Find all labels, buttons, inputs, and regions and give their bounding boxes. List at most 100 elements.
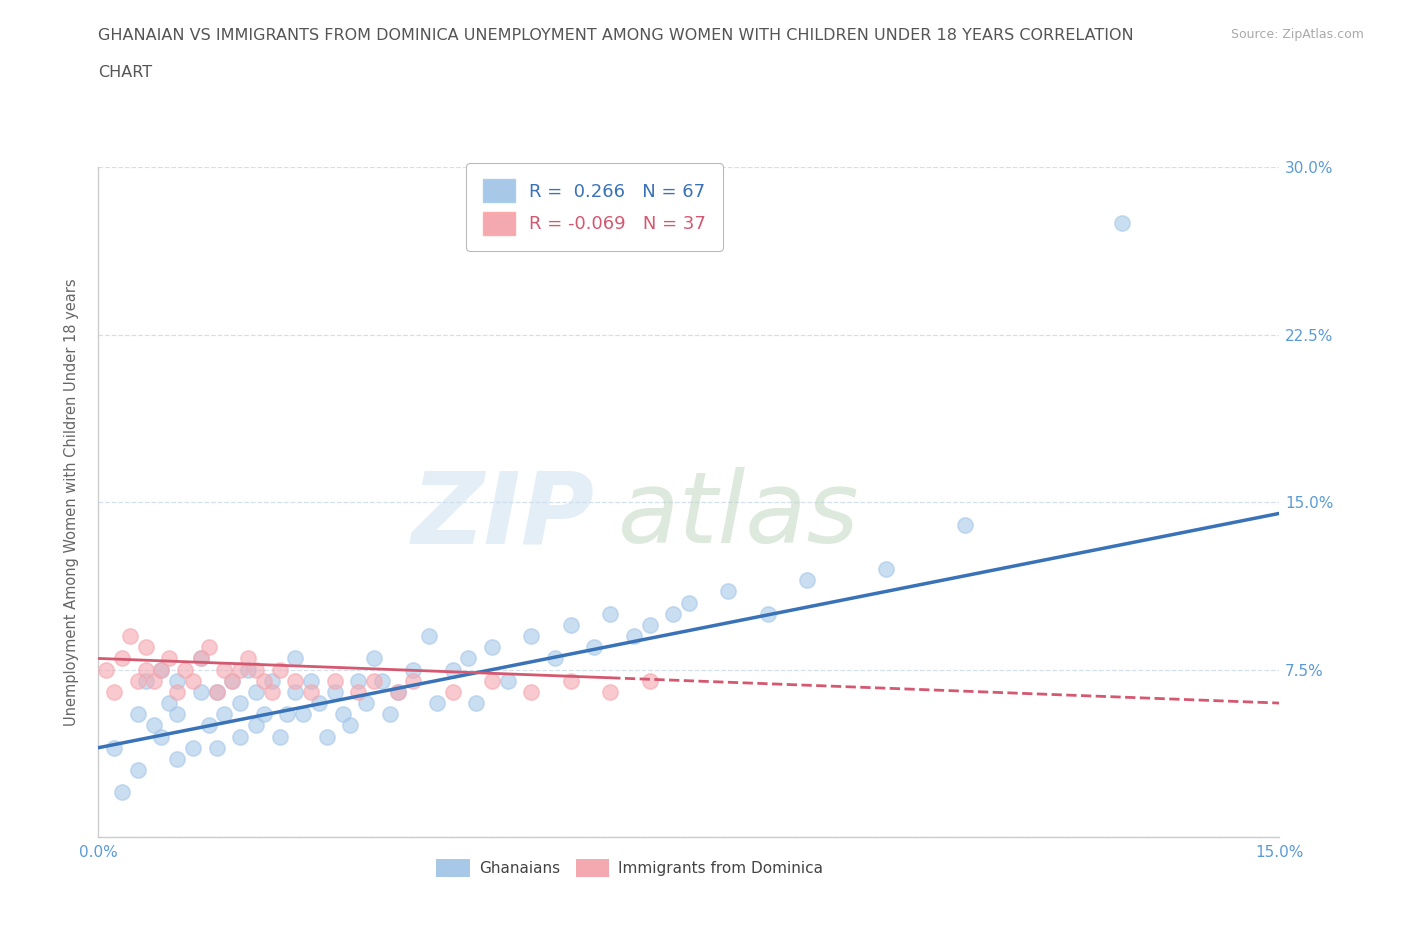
Point <box>221 673 243 688</box>
Point <box>292 707 315 722</box>
Point <box>347 673 370 688</box>
Point <box>190 684 212 699</box>
Point <box>315 729 337 744</box>
Point <box>457 651 479 666</box>
Point <box>253 707 276 722</box>
Point <box>623 629 645 644</box>
Point <box>560 673 582 688</box>
Point <box>481 673 503 688</box>
Point <box>638 673 661 688</box>
Point <box>323 673 346 688</box>
Point <box>284 673 307 688</box>
Point <box>150 662 173 677</box>
Point <box>260 673 283 688</box>
Point <box>166 751 188 766</box>
Point <box>245 718 267 733</box>
Text: GHANAIAN VS IMMIGRANTS FROM DOMINICA UNEMPLOYMENT AMONG WOMEN WITH CHILDREN UNDE: GHANAIAN VS IMMIGRANTS FROM DOMINICA UNE… <box>98 28 1135 43</box>
Point <box>299 673 322 688</box>
Legend: Ghanaians, Immigrants from Dominica: Ghanaians, Immigrants from Dominica <box>430 853 830 883</box>
Text: ZIP: ZIP <box>412 467 595 565</box>
Point <box>260 684 283 699</box>
Point <box>308 696 330 711</box>
Point <box>127 707 149 722</box>
Point <box>299 684 322 699</box>
Point <box>284 684 307 699</box>
Point <box>245 684 267 699</box>
Point <box>229 662 252 677</box>
Point <box>103 740 125 755</box>
Point <box>150 662 173 677</box>
Point <box>354 696 377 711</box>
Point <box>205 684 228 699</box>
Point <box>166 673 188 688</box>
Point <box>363 651 385 666</box>
Point <box>157 696 180 711</box>
Point <box>371 673 394 688</box>
Point <box>127 673 149 688</box>
Point <box>135 662 157 677</box>
Point <box>402 673 425 688</box>
Text: CHART: CHART <box>98 65 152 80</box>
Point <box>441 662 464 677</box>
Point <box>387 684 409 699</box>
Point <box>197 718 219 733</box>
Text: Source: ZipAtlas.com: Source: ZipAtlas.com <box>1230 28 1364 41</box>
Point <box>953 517 976 532</box>
Point <box>339 718 361 733</box>
Point <box>166 707 188 722</box>
Point <box>387 684 409 699</box>
Text: atlas: atlas <box>619 467 859 565</box>
Point <box>678 595 700 610</box>
Point <box>190 651 212 666</box>
Point <box>426 696 449 711</box>
Point <box>481 640 503 655</box>
Point <box>717 584 740 599</box>
Point <box>245 662 267 677</box>
Point <box>96 662 118 677</box>
Point <box>418 629 440 644</box>
Point <box>583 640 606 655</box>
Point <box>276 707 298 722</box>
Point <box>332 707 354 722</box>
Point <box>205 684 228 699</box>
Point <box>214 707 236 722</box>
Point <box>269 662 291 677</box>
Point <box>236 662 259 677</box>
Point <box>205 740 228 755</box>
Point <box>214 662 236 677</box>
Point <box>229 696 252 711</box>
Point <box>1111 216 1133 231</box>
Point <box>875 562 897 577</box>
Point <box>174 662 197 677</box>
Point <box>111 651 134 666</box>
Point <box>142 673 165 688</box>
Point <box>142 718 165 733</box>
Y-axis label: Unemployment Among Women with Children Under 18 years: Unemployment Among Women with Children U… <box>65 278 79 726</box>
Point <box>465 696 488 711</box>
Point <box>197 640 219 655</box>
Point <box>544 651 567 666</box>
Point <box>221 673 243 688</box>
Point <box>103 684 125 699</box>
Point <box>236 651 259 666</box>
Point <box>638 618 661 632</box>
Point <box>135 673 157 688</box>
Point <box>496 673 519 688</box>
Point <box>181 740 204 755</box>
Point <box>560 618 582 632</box>
Point <box>599 606 621 621</box>
Point <box>441 684 464 699</box>
Point <box>347 684 370 699</box>
Point <box>229 729 252 744</box>
Point <box>127 763 149 777</box>
Point <box>269 729 291 744</box>
Point <box>520 684 543 699</box>
Point <box>599 684 621 699</box>
Point <box>157 651 180 666</box>
Point <box>756 606 779 621</box>
Point <box>284 651 307 666</box>
Point <box>402 662 425 677</box>
Point <box>323 684 346 699</box>
Point <box>253 673 276 688</box>
Point <box>118 629 141 644</box>
